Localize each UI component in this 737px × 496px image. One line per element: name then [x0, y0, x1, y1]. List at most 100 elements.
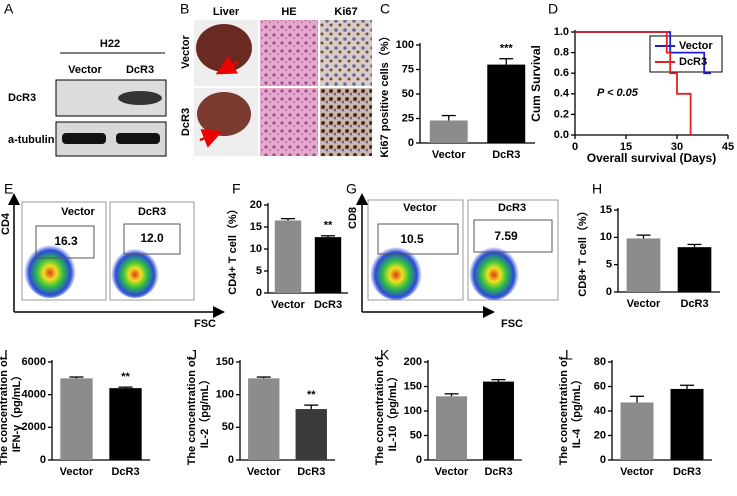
y-tick-label: 0.2	[554, 108, 569, 120]
axis-label: CD4	[0, 212, 12, 235]
y-tick-label: 20	[250, 199, 262, 211]
flow-density	[370, 244, 422, 300]
x-tick-label: Vector	[247, 466, 281, 478]
y-tick-label: 0	[606, 286, 612, 298]
y-tick-label: 40	[594, 405, 606, 417]
cell-line: H22	[100, 38, 120, 50]
x-tick-label: DcR3	[111, 466, 139, 478]
y-tick-label: 80	[594, 356, 606, 368]
column-label: Liver	[213, 6, 240, 18]
y-tick-label: 20	[594, 429, 606, 441]
significance: ***	[500, 43, 514, 55]
y-tick-label: 0	[40, 454, 46, 466]
protein-label: a-tubulin	[8, 134, 55, 146]
y-axis-label: The concentration of	[374, 356, 386, 465]
y-axis-label: The concentration of	[186, 356, 198, 465]
panel-label: K	[380, 347, 390, 363]
panel-label: D	[548, 1, 558, 17]
y-axis-label: Ki67 positive cells（%）	[378, 30, 391, 157]
x-tick-label: DcR3	[680, 298, 708, 310]
liver-image	[197, 92, 251, 136]
x-tick-label: Vector	[432, 149, 466, 161]
legend-box	[649, 35, 723, 73]
sample-label: DcR3	[498, 202, 526, 214]
y-axis-label: The concentration of	[0, 356, 10, 465]
bar	[295, 409, 327, 460]
bar	[109, 388, 142, 460]
x-tick-label: DcR3	[297, 466, 325, 478]
x-tick-label: Vector	[627, 298, 661, 310]
y-tick-label: 4000	[22, 389, 46, 401]
axis-label: FSC	[501, 318, 523, 330]
blot-band	[118, 91, 162, 105]
liver-image	[196, 24, 252, 72]
gate-value: 10.5	[400, 232, 424, 246]
blot-band	[116, 133, 160, 144]
bar	[274, 220, 302, 293]
x-tick-label: 0	[572, 141, 578, 153]
he-image	[260, 20, 318, 86]
y-axis-label: CD8+ T cell（%）	[576, 205, 589, 296]
x-tick-label: DcR3	[673, 466, 701, 478]
panel-label: I	[4, 347, 8, 363]
y-tick-label: 200	[404, 356, 422, 368]
y-tick-label: 50	[222, 421, 234, 433]
y-tick-label: 0	[408, 137, 414, 149]
bar	[314, 237, 342, 293]
panel-label: E	[4, 181, 13, 197]
gate	[377, 223, 459, 255]
bar	[487, 64, 526, 143]
y-tick-label: 50	[410, 429, 422, 441]
y-tick-label: 10	[600, 231, 612, 243]
column-label: Ki67	[334, 6, 357, 18]
y-tick-label: 100	[216, 389, 234, 401]
blot-band	[62, 133, 106, 144]
significance: **	[121, 371, 130, 383]
y-axis-label: IL-10（pg/mL）	[386, 371, 399, 452]
significance: **	[324, 220, 333, 232]
x-tick-label: 30	[671, 141, 683, 153]
lane-label: DcR3	[126, 64, 154, 76]
x-tick-label: Vector	[271, 299, 305, 311]
axis-label: CD8	[347, 207, 359, 229]
annotation: P < 0.05	[597, 87, 639, 99]
arrow	[199, 129, 223, 148]
gate	[473, 219, 553, 253]
y-tick-label: 5	[606, 259, 612, 271]
x-axis-label: Overall survival (Days)	[587, 151, 716, 165]
y-axis-label: IFN-γ（pg/mL）	[10, 370, 23, 453]
bar	[429, 120, 468, 143]
x-tick-label: 45	[722, 141, 734, 153]
y-tick-label: 0	[600, 454, 606, 466]
panel-label: H	[592, 181, 602, 197]
x-tick-label: DcR3	[484, 466, 512, 478]
ki67-image	[320, 20, 372, 86]
panel-label: J	[190, 347, 197, 363]
legend-label: Vector	[679, 40, 713, 52]
gate	[35, 225, 95, 259]
bar	[435, 396, 468, 460]
gate	[123, 223, 181, 255]
bar	[677, 247, 712, 292]
x-tick-label: Vector	[60, 466, 94, 478]
y-tick-label: 2000	[22, 421, 46, 433]
bar	[248, 378, 280, 460]
y-axis-label: IL-4（pg/mL）	[570, 374, 583, 449]
y-tick-label: 0.6	[554, 67, 569, 79]
lane-label: Vector	[68, 64, 102, 76]
axis-label: FSC	[194, 318, 216, 330]
bar	[670, 388, 704, 460]
y-tick-label: 15	[600, 204, 612, 216]
y-tick-label: 150	[404, 380, 422, 392]
bar	[60, 378, 93, 460]
gate-value: 16.3	[54, 234, 78, 248]
y-tick-label: 50	[402, 88, 414, 100]
arrow	[215, 55, 239, 75]
x-tick-label: Vector	[620, 466, 654, 478]
x-tick-label: DcR3	[314, 299, 342, 311]
significance: **	[307, 389, 316, 401]
y-tick-label: 100	[404, 405, 422, 417]
flow-density	[111, 246, 159, 298]
panel-label: C	[380, 1, 390, 17]
y-tick-label: 15	[250, 221, 262, 233]
